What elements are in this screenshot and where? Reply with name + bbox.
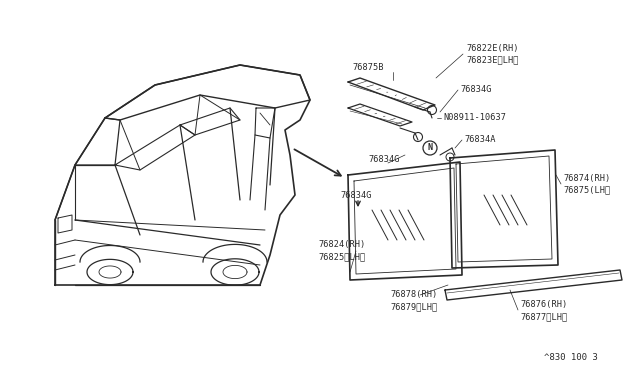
Text: 76825〈LH〉: 76825〈LH〉: [318, 253, 365, 262]
Text: 76834A: 76834A: [464, 135, 495, 144]
Text: 76877〈LH〉: 76877〈LH〉: [520, 312, 567, 321]
Text: 76834G: 76834G: [460, 86, 492, 94]
Text: N08911-10637: N08911-10637: [443, 113, 506, 122]
Text: 76876(RH): 76876(RH): [520, 301, 567, 310]
Text: 76875B: 76875B: [352, 64, 383, 73]
Text: 76878(RH): 76878(RH): [390, 291, 437, 299]
Text: N: N: [428, 144, 433, 153]
Text: 76822E(RH): 76822E(RH): [466, 44, 518, 52]
Text: 76834G: 76834G: [340, 190, 371, 199]
Circle shape: [413, 132, 422, 141]
Text: ^830 100 3: ^830 100 3: [544, 353, 598, 362]
Text: 76823E〈LH〉: 76823E〈LH〉: [466, 55, 518, 64]
Text: 76834G: 76834G: [368, 155, 399, 164]
Circle shape: [423, 141, 437, 155]
Text: 76824(RH): 76824(RH): [318, 241, 365, 250]
Text: 76874(RH): 76874(RH): [563, 173, 611, 183]
Circle shape: [428, 106, 436, 115]
Text: 76875(LH〉: 76875(LH〉: [563, 186, 611, 195]
Circle shape: [446, 153, 454, 161]
Text: 76879〈LH〉: 76879〈LH〉: [390, 302, 437, 311]
